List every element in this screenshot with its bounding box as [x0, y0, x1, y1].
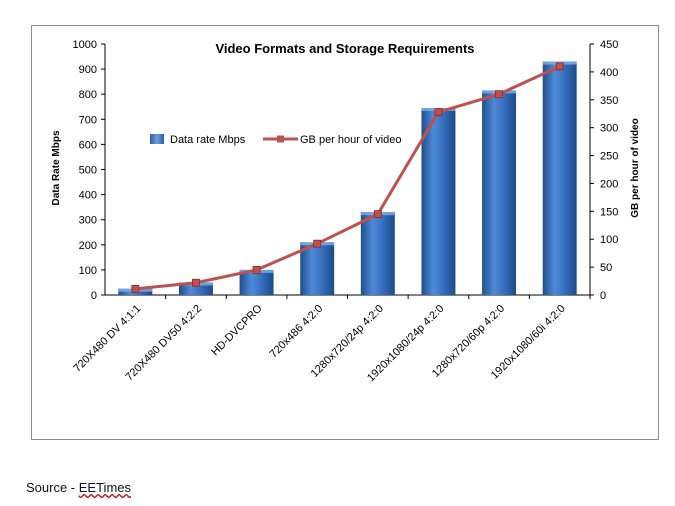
y-right-tick-label: 450 — [600, 39, 618, 51]
line-point-marker — [313, 239, 322, 248]
line-point-marker — [192, 278, 200, 287]
line-series — [135, 64, 561, 291]
bar — [421, 108, 456, 295]
y-right-tick-label: 50 — [600, 262, 612, 274]
source-link[interactable]: EETimes — [78, 480, 131, 495]
line-point-marker — [434, 108, 443, 116]
y-right-tick-label: 100 — [600, 234, 618, 246]
y-right-tick-label: 250 — [600, 151, 618, 163]
y-tick-label: 400 — [79, 190, 97, 202]
y-tick-label: 500 — [79, 165, 97, 177]
legend-swatch-marker — [277, 135, 284, 143]
y-tick-label: 600 — [79, 139, 97, 151]
y-right-tick-label: 150 — [600, 206, 618, 218]
x-tick-label: 720x486 4:2:0 — [268, 303, 326, 361]
bar — [178, 282, 213, 295]
y-right-tick-label: 200 — [600, 178, 618, 190]
legend-swatch-bar — [150, 134, 164, 144]
x-tick-label: 720X480 DV 4:1:1 — [71, 303, 143, 375]
bar — [300, 242, 335, 295]
source-prefix: Source - — [26, 480, 79, 495]
bar — [239, 269, 274, 295]
line-point-marker — [555, 62, 564, 71]
y-tick-label: 700 — [79, 114, 97, 126]
y-axis-right-label: GB per hour of video — [630, 118, 641, 217]
y-right-tick-label: 350 — [600, 95, 618, 107]
line-point-marker — [252, 265, 261, 274]
bar — [542, 61, 577, 295]
y-right-tick-label: 0 — [600, 290, 606, 302]
source-line: Source - EETimes — [26, 480, 131, 495]
y-tick-label: 0 — [91, 290, 97, 302]
y-tick-label: 200 — [79, 240, 97, 252]
y-right-tick-label: 300 — [600, 123, 618, 135]
bar — [482, 90, 517, 295]
y-tick-label: 300 — [79, 215, 97, 227]
x-tick-label: HD-DVCPRO — [209, 302, 265, 358]
y-tick-label: 1000 — [73, 39, 97, 51]
chart: Video Formats and Storage Requirements D… — [51, 39, 641, 384]
chart-title: Video Formats and Storage Requirements — [215, 41, 474, 56]
line-point-marker — [131, 284, 140, 293]
y-tick-label: 800 — [79, 89, 97, 101]
y-tick-label: 100 — [79, 265, 97, 277]
y-right-tick-label: 400 — [600, 67, 618, 79]
bar — [360, 212, 395, 295]
line-point-marker — [495, 90, 503, 99]
legend-label-line: GB per hour of video — [300, 134, 402, 146]
y-axis-label: Data Rate Mbps — [51, 130, 62, 205]
y-tick-label: 900 — [79, 64, 97, 76]
legend-label-bar: Data rate Mbps — [170, 134, 246, 146]
line-point-marker — [373, 210, 382, 219]
